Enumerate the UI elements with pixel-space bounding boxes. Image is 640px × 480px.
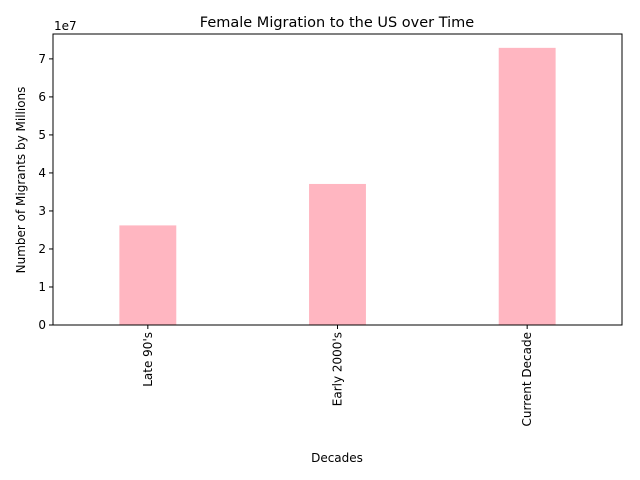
chart-title: Female Migration to the US over Time: [200, 15, 475, 31]
y-tick-label: 7: [38, 52, 46, 66]
plot-area: 0 1 2 3 4 5 6 7 Late 90's Early 2000's Current Dec…: [38, 47, 556, 426]
y-axis-label: Number of Migrants by Millions: [14, 87, 28, 274]
y-tick-label: 0: [38, 318, 46, 332]
x-tick-label: Late 90's: [141, 332, 155, 387]
x-tick-label: Early 2000's: [331, 332, 345, 406]
y-tick-label: 4: [38, 166, 46, 180]
y-tick-label: 1: [38, 280, 46, 294]
y-tick-label: 6: [38, 90, 46, 104]
bar: [309, 183, 366, 325]
y-tick-label: 3: [38, 204, 46, 218]
bar: [498, 47, 556, 325]
x-tick-label: Current Decade: [520, 332, 534, 426]
y-tick-label: 5: [38, 128, 46, 142]
y-tick-label: 2: [38, 242, 46, 256]
x-axis-label: Decades: [311, 451, 363, 465]
plot-frame: [52, 33, 623, 326]
bar: [119, 225, 177, 325]
y-axis-offset-label: 1e7: [54, 19, 77, 33]
